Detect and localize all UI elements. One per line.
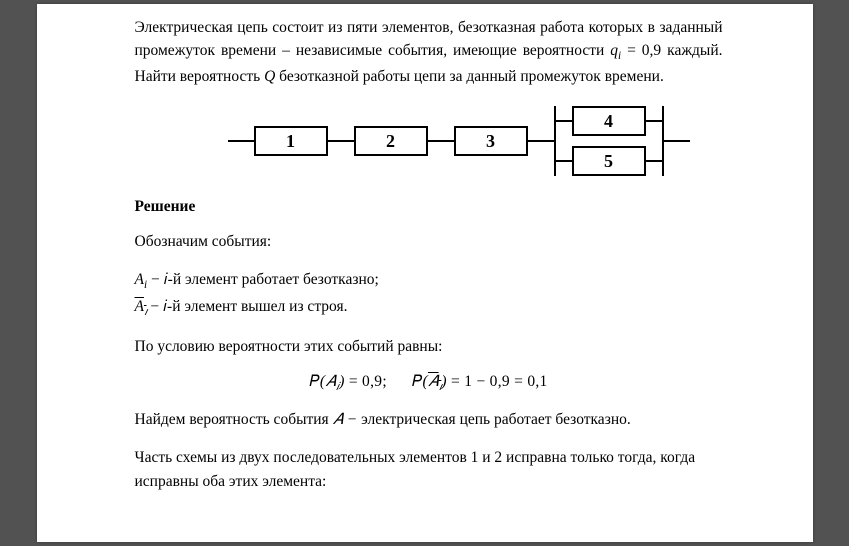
wire [428, 140, 454, 142]
wire [646, 120, 662, 122]
part-a: Часть схемы из двух последовательных эле… [135, 449, 657, 466]
find-intro-a: Найдем вероятность события [135, 411, 333, 428]
parallel-rows: 4 5 [556, 106, 662, 176]
circuit-block-1: 1 [254, 126, 328, 156]
parallel-group: 4 5 [554, 106, 664, 176]
event-A-bar: A𝚤 [135, 298, 147, 315]
wire [556, 160, 572, 162]
probability-formula: 𝑃(𝐴𝑖) = 0,9; 𝑃(𝐴𝚤) = 1 − 0,9 = 0,1 [135, 373, 723, 394]
find-intro-b: электрическая цепь работает безотказно. [357, 411, 630, 428]
part-schema: Часть схемы из двух последовательных эле… [135, 446, 723, 494]
problem-line-1: Электрическая цепь состоит из пяти элеме… [135, 19, 655, 36]
parallel-right-bar [662, 106, 664, 176]
circuit-block-3: 3 [454, 126, 528, 156]
q-value: = 0,9 [621, 42, 661, 59]
event-A: Ai [135, 271, 148, 288]
find-intro: Найдем вероятность события 𝐴 − электриче… [135, 408, 723, 432]
wire [328, 140, 354, 142]
problem-statement: Электрическая цепь состоит из пяти элеме… [135, 16, 723, 88]
parallel-row-bottom: 5 [556, 146, 662, 176]
wire [528, 140, 554, 142]
probs-intro: По условию вероятности этих событий равн… [135, 335, 723, 359]
q-variable: qi [610, 42, 621, 59]
wire [228, 140, 254, 142]
Q-variable: Q [264, 68, 275, 85]
circuit-block-5: 5 [572, 146, 646, 176]
problem-line-3b: безотказной работы цепи за данный [275, 68, 516, 85]
circuit-block-4: 4 [572, 106, 646, 136]
parallel-row-top: 4 [556, 106, 662, 136]
find-A: 𝐴 − [333, 411, 358, 428]
circuit-diagram: 1 2 3 4 5 [195, 106, 723, 176]
solution-heading: Решение [135, 198, 723, 216]
wire [664, 140, 690, 142]
document-page: Электрическая цепь состоит из пяти элеме… [37, 4, 813, 542]
wire [646, 160, 662, 162]
event-definitions: Ai − 𝑖-й элемент работает безотказно; A𝚤… [135, 268, 723, 321]
circuit-block-2: 2 [354, 126, 428, 156]
event-A-bar-text: − 𝑖-й элемент вышел из строя. [146, 298, 347, 315]
problem-line-4: промежуток времени. [520, 68, 663, 85]
events-intro: Обозначим события: [135, 230, 723, 254]
event-A-text: − 𝑖-й элемент работает безотказно; [147, 271, 379, 288]
wire [556, 120, 572, 122]
